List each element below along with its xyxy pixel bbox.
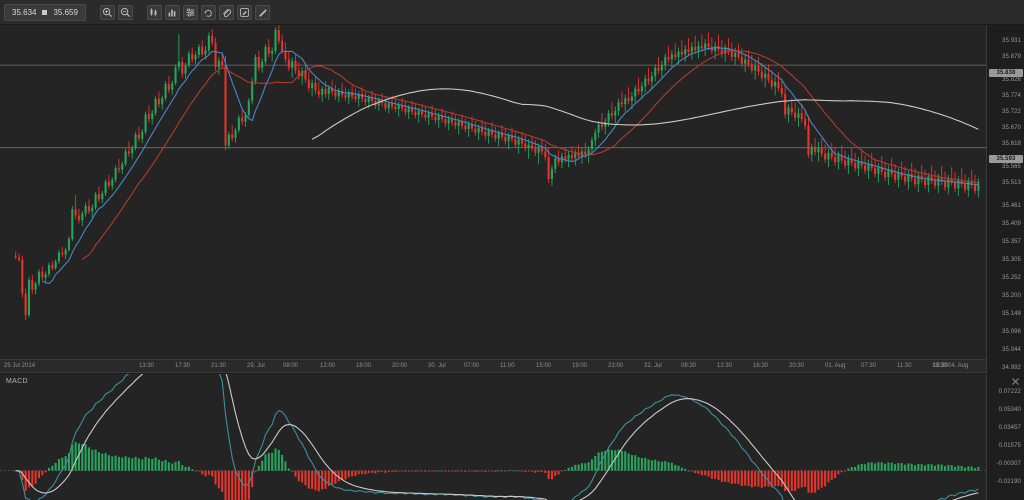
price-axis-label: 35.774 [1002,93,1021,99]
time-axis-label: 01. Aug [825,363,846,369]
zoom-button-group [99,4,133,20]
price-axis-label: 35.618 [1002,141,1021,147]
chart-tools-group [146,4,270,20]
close-icon[interactable] [1011,377,1020,386]
macd-chart-canvas [0,374,986,500]
macd-panel-title: MACD [6,378,28,385]
macd-indicator-panel[interactable]: MACD [0,374,986,500]
time-axis-label: 17:30 [175,363,191,369]
time-axis-label: 13:30 [139,363,155,369]
price-axis-label: 35.565 [1002,164,1021,170]
price-axis-label-highlighted: 35.838 [989,69,1023,77]
price-axis-label: 35.670 [1002,125,1021,131]
price-axis-label: 35.148 [1002,311,1021,317]
macd-line [15,374,979,500]
time-axis-label: 11:30 [897,363,912,369]
time-axis-label: 15:30 [933,363,949,369]
price-axis-label: 34.992 [1002,365,1021,371]
square-separator-icon [42,9,48,15]
time-axis-label: 30. Jul [428,363,446,369]
time-axis-label: 12:00 [320,363,336,369]
time-axis-label: 19:30 [932,363,948,369]
zoom-out-button[interactable] [117,4,133,20]
price-axis-label: 35.200 [1002,293,1021,299]
price-axis-label: 35.879 [1002,54,1021,60]
price-axis-label: 35.513 [1002,180,1021,186]
macd-axis-label: 0.05340 [998,407,1021,413]
bar-chart-button[interactable] [164,4,180,20]
price-axis-label: 35.461 [1002,203,1021,209]
macd-axis[interactable]: 0.07222 0.05340 0.03457 0.01575 -0.00307 -0.0… [986,374,1024,500]
price-axis-label: 35.722 [1002,109,1021,115]
price-axis-label: 35.044 [1002,347,1021,353]
price-axis-label-highlighted: 35.593 [989,155,1023,163]
moving-average-line [42,46,979,284]
macd-axis-label: 0.07222 [998,389,1021,395]
time-axis-label: 11:00 [500,363,515,369]
price-range-display[interactable]: 35.634 35.659 [4,3,86,21]
time-axis[interactable]: 25 Jul 2014 13:30 17:30 21:30 29. Jul 08:00 12… [0,359,986,373]
macd-axis-label: 0.01575 [998,443,1021,449]
signal-line [15,374,979,500]
zoom-in-button[interactable] [99,4,115,20]
time-axis-label: 16:30 [753,363,769,369]
time-axis-label: 04. Aug [948,363,969,369]
macd-axis-label: 0.03457 [998,425,1021,431]
time-axis-label: 07:30 [861,363,877,369]
time-axis-label: 15:00 [536,363,552,369]
price-axis[interactable]: 35.931 35.879 35.838 35.826 35.774 35.722 35.6… [986,25,1024,373]
paperclip-button[interactable] [218,4,234,20]
price-axis-label: 35.096 [1002,329,1021,335]
price-axis-label: 35.826 [1002,77,1021,83]
macd-axis-label: -0.00307 [996,461,1021,467]
time-axis-label: 21:30 [211,363,227,369]
price-axis-label: 35.305 [1002,257,1021,263]
pencil-draw-button[interactable] [254,4,270,20]
price-low-value: 35.634 [12,7,37,17]
chart-toolbar: 35.634 35.659 [0,0,1024,25]
time-axis-label: 08:30 [681,363,697,369]
time-axis-label: 25 Jul 2014 [4,363,36,369]
price-axis-label: 35.252 [1002,275,1021,281]
time-axis-label: 20:00 [392,363,408,369]
time-axis-label: 07:00 [464,363,480,369]
price-axis-label: 35.357 [1002,239,1021,245]
macd-axis-label: -0.02190 [996,479,1021,485]
time-axis-label: 31. Jul [644,363,662,369]
candlestick-chart-button[interactable] [146,4,162,20]
time-axis-label: 23:00 [608,363,624,369]
time-axis-label: 12:30 [717,363,733,369]
price-high-value: 35.659 [53,7,78,17]
price-chart-canvas [0,25,986,320]
price-chart[interactable] [0,25,986,359]
moving-average-line [81,50,979,260]
time-axis-label: 19:00 [572,363,588,369]
time-axis-label: 29. Jul [247,363,265,369]
moving-average-line [311,88,979,140]
settings-sliders-button[interactable] [182,4,198,20]
price-axis-label: 35.931 [1002,38,1021,44]
time-axis-label: 08:00 [283,363,299,369]
time-axis-label: 16:00 [356,363,372,369]
refresh-compare-button[interactable] [200,4,216,20]
pencil-square-button[interactable] [236,4,252,20]
time-axis-label: 20:30 [789,363,805,369]
price-axis-label: 35.409 [1002,221,1021,227]
